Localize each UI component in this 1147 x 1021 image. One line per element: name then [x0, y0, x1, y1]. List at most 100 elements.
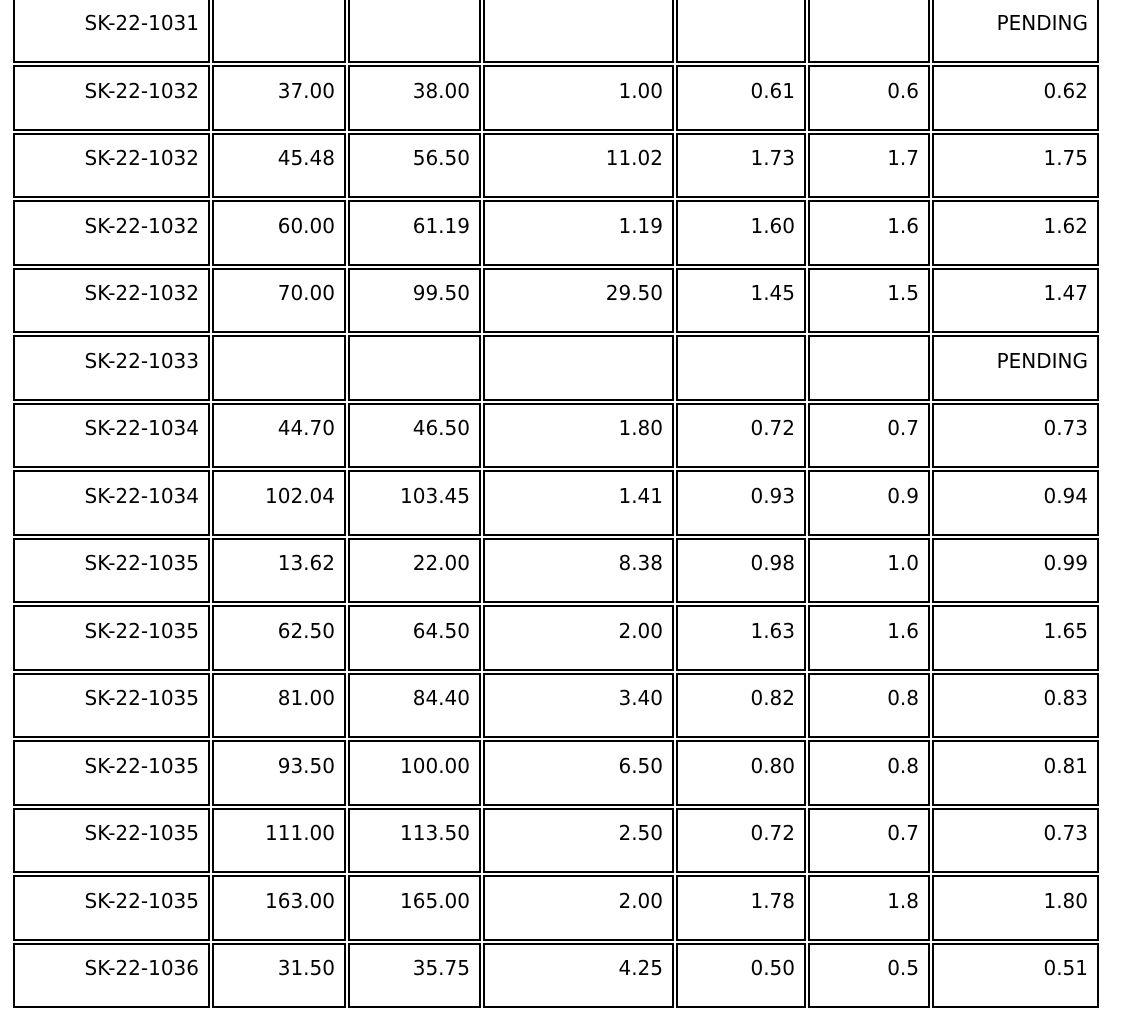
- row-id-cell: SK-22-1034: [13, 470, 210, 536]
- value-cell: 62.50: [212, 605, 346, 671]
- value-cell: 100.00: [348, 740, 481, 806]
- value-cell: 70.00: [212, 267, 346, 333]
- value-cell: 0.6: [808, 65, 930, 131]
- value-cell: [212, 335, 346, 401]
- value-cell: [348, 335, 481, 401]
- value-cell: 64.50: [348, 605, 481, 671]
- row-id-cell: SK-22-1035: [13, 605, 210, 671]
- value-cell: [348, 0, 481, 63]
- row-id-cell: SK-22-1036: [13, 942, 210, 1008]
- data-table: SK-22-1031 PENDING SK-22-1032 37.00 38.00 1.0…: [13, 0, 1099, 1008]
- value-cell: 93.50: [212, 740, 346, 806]
- value-cell: 1.19: [483, 200, 674, 266]
- value-cell: 0.8: [808, 672, 930, 738]
- value-cell: 0.94: [932, 470, 1099, 536]
- value-cell: 35.75: [348, 942, 481, 1008]
- value-cell: 1.65: [932, 605, 1099, 671]
- value-cell: 0.98: [676, 537, 806, 603]
- value-cell: 38.00: [348, 65, 481, 131]
- row-id-cell: SK-22-1035: [13, 537, 210, 603]
- row-id-cell: SK-22-1035: [13, 740, 210, 806]
- value-cell: 56.50: [348, 132, 481, 198]
- value-cell: 37.00: [212, 65, 346, 131]
- value-cell: 2.00: [483, 605, 674, 671]
- value-cell: 0.7: [808, 807, 930, 873]
- value-cell: 0.72: [676, 807, 806, 873]
- value-cell: 0.61: [676, 65, 806, 131]
- value-cell: 0.80: [676, 740, 806, 806]
- value-cell: 1.62: [932, 200, 1099, 266]
- value-cell: 0.72: [676, 402, 806, 468]
- value-cell: 29.50: [483, 267, 674, 333]
- value-cell: 13.62: [212, 537, 346, 603]
- value-cell: 0.5: [808, 942, 930, 1008]
- row-id-cell: SK-22-1035: [13, 807, 210, 873]
- value-cell: 8.38: [483, 537, 674, 603]
- row-id-cell: SK-22-1032: [13, 200, 210, 266]
- value-cell: [212, 0, 346, 63]
- value-cell: 22.00: [348, 537, 481, 603]
- value-cell: 6.50: [483, 740, 674, 806]
- value-cell: 1.60: [676, 200, 806, 266]
- value-cell: 60.00: [212, 200, 346, 266]
- value-cell: 111.00: [212, 807, 346, 873]
- value-cell: [808, 0, 930, 63]
- value-cell: 1.45: [676, 267, 806, 333]
- value-cell: 1.00: [483, 65, 674, 131]
- value-cell: 0.93: [676, 470, 806, 536]
- value-cell: 1.5: [808, 267, 930, 333]
- value-cell: [676, 0, 806, 63]
- row-id-cell: SK-22-1035: [13, 875, 210, 941]
- value-cell: 0.7: [808, 402, 930, 468]
- value-cell: 1.80: [932, 875, 1099, 941]
- value-cell: 0.51: [932, 942, 1099, 1008]
- value-cell: 11.02: [483, 132, 674, 198]
- value-cell: 84.40: [348, 672, 481, 738]
- row-id-cell: SK-22-1035: [13, 672, 210, 738]
- value-cell: 1.80: [483, 402, 674, 468]
- value-cell: 44.70: [212, 402, 346, 468]
- value-cell: 102.04: [212, 470, 346, 536]
- value-cell: 0.9: [808, 470, 930, 536]
- value-cell: 0.99: [932, 537, 1099, 603]
- value-cell: 2.00: [483, 875, 674, 941]
- value-cell: 163.00: [212, 875, 346, 941]
- value-cell: 0.83: [932, 672, 1099, 738]
- value-cell: 103.45: [348, 470, 481, 536]
- value-cell: 1.78: [676, 875, 806, 941]
- value-cell: 1.41: [483, 470, 674, 536]
- value-cell: 45.48: [212, 132, 346, 198]
- value-cell: 4.25: [483, 942, 674, 1008]
- row-id-cell: SK-22-1034: [13, 402, 210, 468]
- value-cell: [808, 335, 930, 401]
- value-cell: 0.81: [932, 740, 1099, 806]
- value-cell: 1.6: [808, 605, 930, 671]
- value-cell: 0.8: [808, 740, 930, 806]
- value-cell: 31.50: [212, 942, 346, 1008]
- value-cell: 113.50: [348, 807, 481, 873]
- row-id-cell: SK-22-1032: [13, 65, 210, 131]
- value-cell: 0.82: [676, 672, 806, 738]
- value-cell: [483, 0, 674, 63]
- value-cell: 1.0: [808, 537, 930, 603]
- value-cell: 61.19: [348, 200, 481, 266]
- value-cell: 165.00: [348, 875, 481, 941]
- value-cell: 1.75: [932, 132, 1099, 198]
- value-cell: [483, 335, 674, 401]
- value-cell: 2.50: [483, 807, 674, 873]
- value-cell: 0.73: [932, 402, 1099, 468]
- value-cell: 99.50: [348, 267, 481, 333]
- value-cell: 1.47: [932, 267, 1099, 333]
- value-cell: 81.00: [212, 672, 346, 738]
- row-id-cell: SK-22-1032: [13, 267, 210, 333]
- value-cell: 1.63: [676, 605, 806, 671]
- value-cell: 0.50: [676, 942, 806, 1008]
- value-cell: 0.73: [932, 807, 1099, 873]
- row-id-cell: SK-22-1031: [13, 0, 210, 63]
- value-cell: 0.62: [932, 65, 1099, 131]
- value-cell: 1.7: [808, 132, 930, 198]
- status-pending-cell: PENDING: [932, 335, 1099, 401]
- value-cell: 46.50: [348, 402, 481, 468]
- value-cell: 3.40: [483, 672, 674, 738]
- value-cell: 1.73: [676, 132, 806, 198]
